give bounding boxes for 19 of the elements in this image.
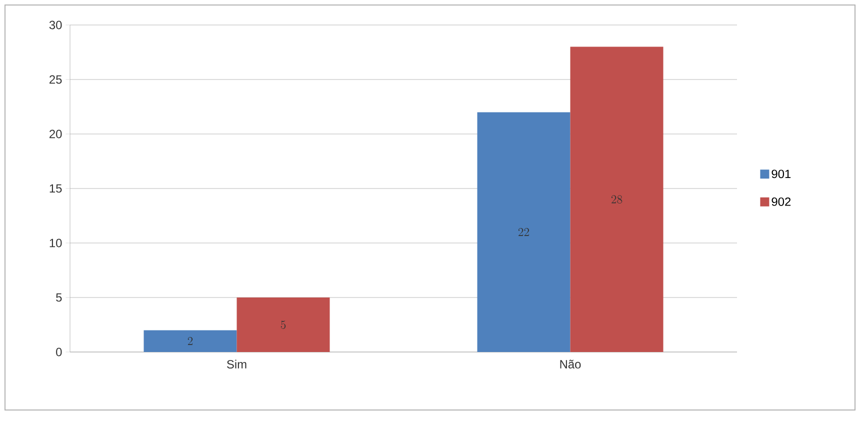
data-label: 22	[518, 228, 530, 236]
bar	[144, 330, 237, 352]
bar	[570, 46, 664, 352]
data-label: 5	[280, 320, 286, 329]
data-label: 2	[188, 337, 193, 345]
legend-label: 902	[772, 197, 791, 206]
y-tick-label: 0	[56, 348, 62, 356]
y-tick-label: 20	[50, 130, 62, 138]
y-tick-label: 30	[49, 20, 62, 30]
y-tick-label: 25	[50, 75, 62, 84]
x-tick-label: Sim	[227, 360, 246, 369]
y-tick-label: 5	[56, 293, 62, 302]
bar	[236, 298, 330, 352]
x-tick-label: Não	[560, 360, 581, 368]
bar	[477, 112, 570, 352]
y-tick-label: 10	[50, 238, 62, 248]
y-tick-label: 15	[50, 184, 62, 193]
legend-label: 901	[772, 170, 791, 178]
data-label: 28	[611, 195, 622, 204]
